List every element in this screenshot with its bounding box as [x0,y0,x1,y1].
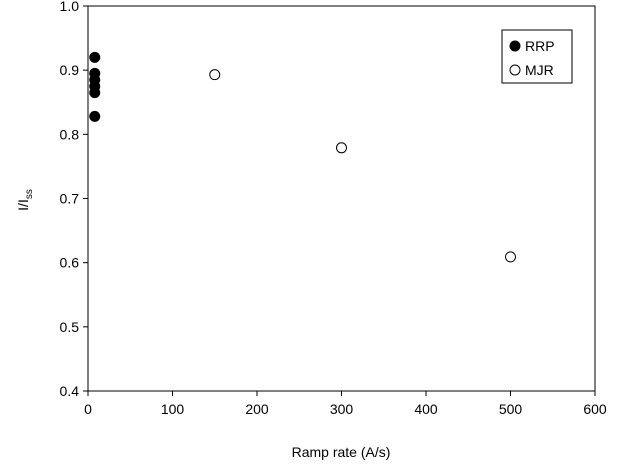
legend-marker-rrp [509,40,521,52]
y-tick-label: 0.5 [60,319,80,335]
y-axis-ticks: 0.4 0.5 0.6 0.7 0.8 0.9 1.0 [60,0,88,399]
data-point-rrp [89,110,101,122]
x-tick-label: 400 [414,401,438,417]
y-axis-title-main: I/I [15,199,31,211]
y-tick-label: 0.9 [60,62,80,78]
legend-label-mjr: MJR [525,62,554,78]
x-tick-label: 200 [245,401,269,417]
y-tick-label: 0.8 [60,126,80,142]
y-tick-label: 0.7 [60,191,80,207]
y-tick-label: 0.6 [60,255,80,271]
legend: RRP MJR [501,29,573,84]
x-axis-title: Ramp rate (A/s) [292,444,391,460]
data-point-mjr [505,251,516,263]
data-point-mjr [209,69,221,81]
data-points [89,51,516,263]
x-tick-label: 300 [330,401,354,417]
data-point-rrp [89,51,101,63]
data-point-rrp [89,87,101,99]
x-tick-label: 500 [499,401,523,417]
y-tick-label: 1.0 [60,0,80,14]
x-tick-label: 600 [583,401,607,417]
x-tick-label: 0 [84,401,92,417]
legend-marker-mjr [509,64,521,76]
y-axis-title-subscript: ss [24,189,35,199]
data-point-mjr [336,142,347,154]
y-tick-label: 0.4 [60,383,80,399]
x-tick-label: 100 [161,401,185,417]
legend-label-rrp: RRP [525,38,555,54]
y-axis-title: I/Iss [15,189,35,211]
x-axis-ticks: 0 100 200 300 400 500 600 [84,391,607,417]
